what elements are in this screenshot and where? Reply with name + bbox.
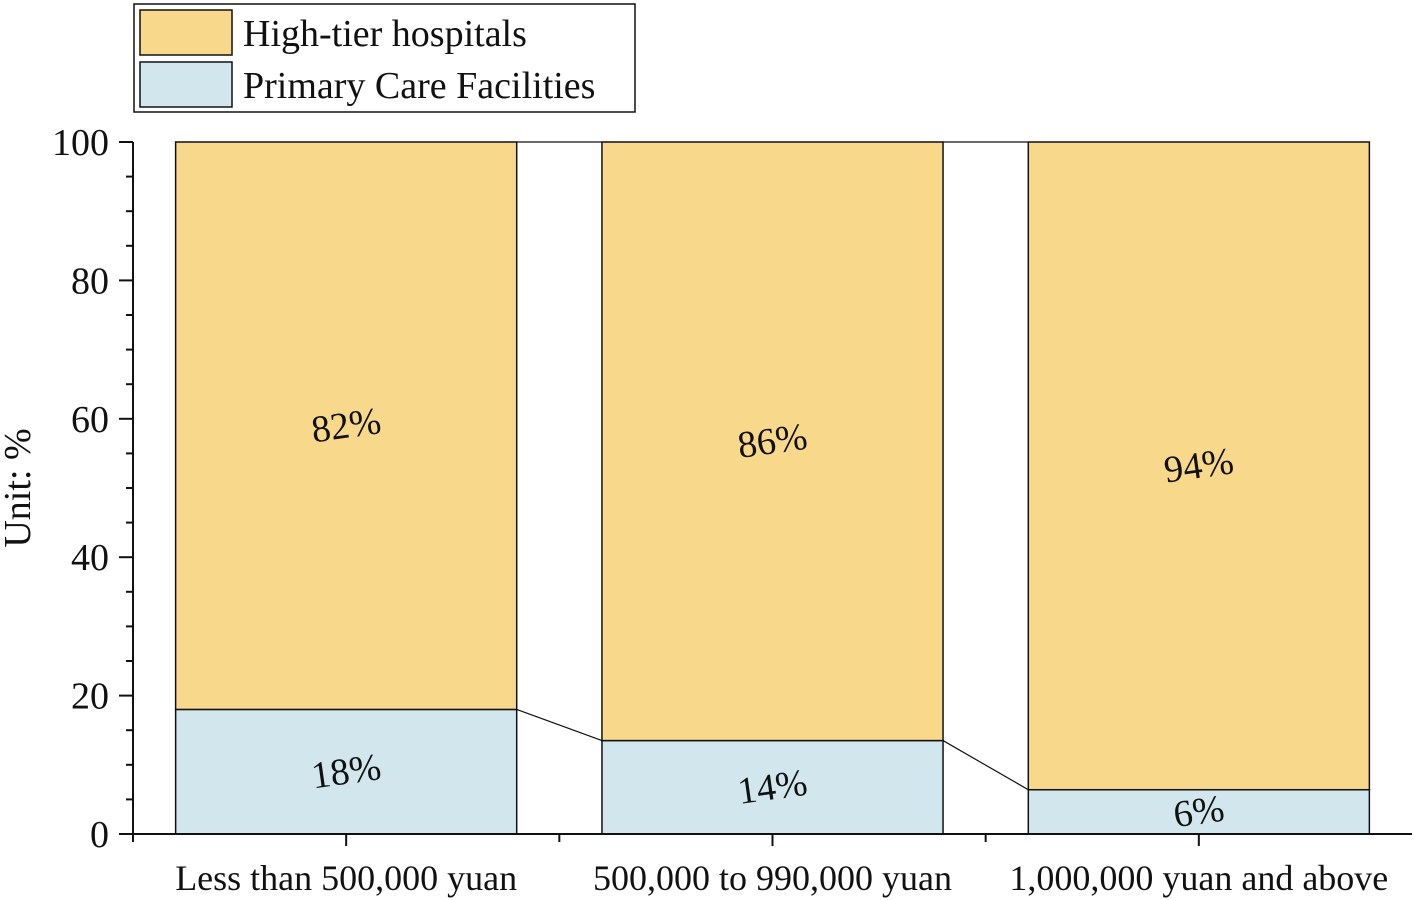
bars-layer [174,141,1371,835]
connector-bottom-2 [942,740,1029,791]
axis-ticks: Less than 500,000 yuan 500,000 to 990,000… [52,122,1388,898]
legend-swatch-2 [139,61,233,108]
x-tick-label-3: 1,000,000 yuan and above [1009,858,1388,898]
legend: High-tier hospitals Primary Care Faciliti… [133,3,636,113]
legend-swatch-1 [139,9,233,56]
bar-high-tier-hospitals-2 [601,141,944,742]
x-tick-label-2: 500,000 to 990,000 yuan [593,858,952,898]
y-tick-label-1: 20 [71,676,109,718]
data-label-primary-care-facilities-3: 6% [1171,788,1227,837]
y-tick-label-3: 60 [71,399,109,441]
y-tick-label-2: 40 [71,537,109,579]
data-label-high-tier-hospitals-2: 86% [735,416,810,467]
data-label-primary-care-facilities-1: 18% [309,746,384,797]
legend-label-1: High-tier hospitals [243,13,527,55]
data-labels: 18% 82% 14% 86% 6% 94% [309,400,1236,836]
data-label-high-tier-hospitals-3: 94% [1161,440,1236,491]
bar-high-tier-hospitals-1 [174,141,518,711]
y-tick-label-4: 80 [71,260,109,302]
x-tick-label-1: Less than 500,000 yuan [175,858,517,898]
bar-high-tier-hospitals-3 [1027,141,1371,791]
legend-label-2: Primary Care Facilities [243,65,595,107]
data-label-primary-care-facilities-2: 14% [735,762,810,813]
connector-bottom-1 [516,708,603,742]
data-label-high-tier-hospitals-1: 82% [309,400,384,451]
connector-lines [516,141,1029,791]
y-axis-label: Unit: % [0,428,39,547]
bar-primary-care-facilities-1 [174,708,518,835]
y-tick-label-5: 100 [52,122,109,164]
y-tick-label-0: 0 [90,814,109,856]
